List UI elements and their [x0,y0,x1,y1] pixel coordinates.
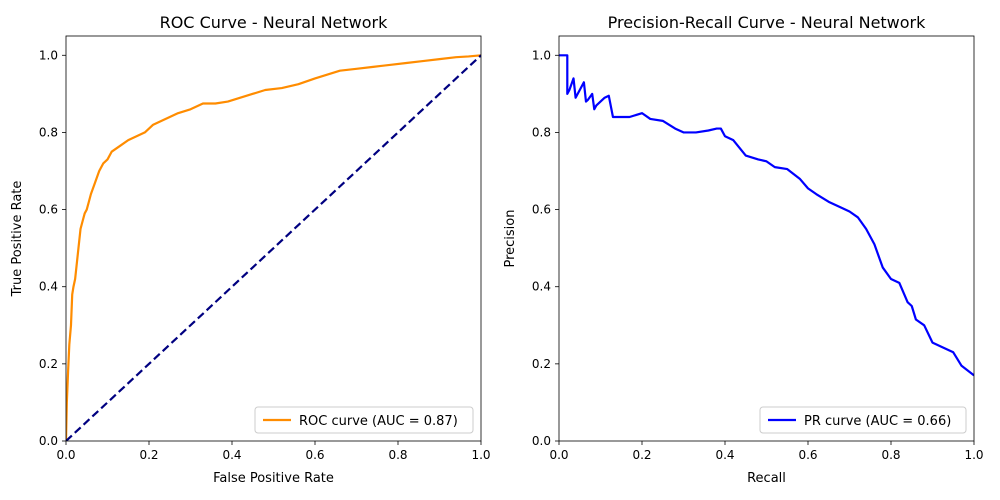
plot-frame [65,35,482,442]
y-tick-label: 0.2 [39,357,58,371]
y-tick-label: 0.0 [39,434,58,448]
legend-box [254,406,474,434]
y-tick-label: 0.8 [39,125,58,139]
x-tick-label: 0.8 [881,448,900,462]
chart-panel-2: Precision-Recall Curve - Neural Network R… [503,13,984,486]
x-tick-label: 0.6 [305,448,324,462]
x-tick-label: 1.0 [964,448,983,462]
x-tick-label: 0.0 [56,448,75,462]
chart-title: Precision-Recall Curve - Neural Network [608,13,927,32]
x-tick-label: 0.2 [139,448,158,462]
legend: PR curve (AUC = 0.66) [759,406,967,434]
series-line-1 [66,54,481,441]
x-tick-label: 0.0 [549,448,568,462]
y-tick-label: 1.0 [532,48,551,62]
legend-label: ROC curve (AUC = 0.87) [299,414,458,429]
x-tick-label: 0.8 [388,448,407,462]
x-axis-label: False Positive Rate [213,471,334,486]
legend: ROC curve (AUC = 0.87) [254,406,474,434]
x-tick-label: 0.2 [632,448,651,462]
chart-panel-1: ROC Curve - Neural Network False Positive… [10,13,491,486]
y-tick-label: 0.2 [532,357,551,371]
legend-label: PR curve (AUC = 0.66) [804,414,951,429]
y-tick-label: 1.0 [39,48,58,62]
y-tick-label: 0.4 [532,280,551,294]
series-line-1 [559,54,974,377]
x-axis-label: Recall [747,471,786,486]
y-tick-label: 0.4 [39,280,58,294]
y-tick-label: 0.0 [532,434,551,448]
legend-box [759,406,967,434]
x-tick-label: 0.4 [222,448,241,462]
plot-frame [558,35,975,442]
y-axis-label: True Positive Rate [10,181,25,298]
chart-title: ROC Curve - Neural Network [160,13,389,32]
x-tick-label: 0.4 [715,448,734,462]
x-tick-label: 1.0 [471,448,490,462]
y-tick-label: 0.6 [39,203,58,217]
x-tick-label: 0.6 [798,448,817,462]
y-axis-label: Precision [503,209,518,267]
y-tick-label: 0.8 [532,125,551,139]
chance-diagonal-line [66,54,481,441]
y-tick-label: 0.6 [532,203,551,217]
